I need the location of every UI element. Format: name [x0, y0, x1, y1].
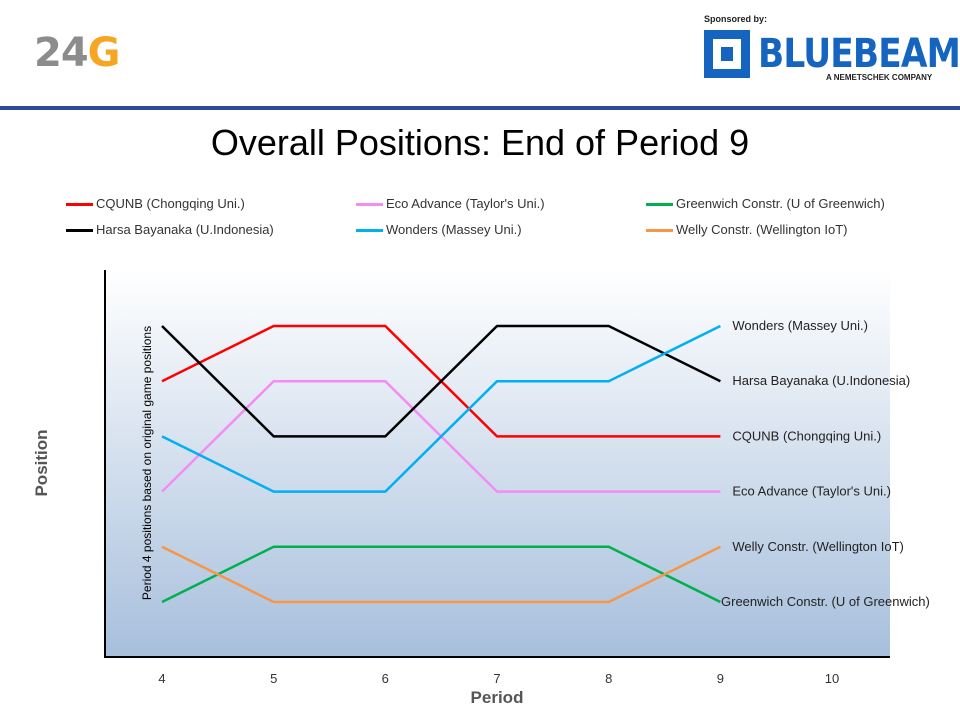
x-tick-label: 5: [270, 671, 277, 686]
sponsor-subtitle: A NEMETSCHEK COMPANY: [826, 73, 933, 82]
legend-item-welly-constr-wellington-iot: Welly Constr. (Wellington IoT): [646, 222, 847, 238]
x-tick-label: 6: [382, 671, 389, 686]
legend-label: Greenwich Constr. (U of Greenwich): [676, 196, 885, 211]
sponsor-name: BLUEBEAM: [758, 31, 960, 77]
logo-letter: G: [87, 30, 121, 76]
24g-logo: 24G: [34, 30, 121, 76]
legend-swatch: [356, 229, 383, 233]
legend-item-eco-advance-taylor-s-uni: Eco Advance (Taylor's Uni.): [356, 196, 545, 212]
legend-label: Eco Advance (Taylor's Uni.): [386, 196, 545, 211]
series-line-welly-constr-wellington-iot: [161, 545, 721, 604]
legend-item-cqunb-chongqing-uni: CQUNB (Chongqing Uni.): [66, 196, 245, 212]
legend-item-greenwich-constr-u-of-greenwich: Greenwich Constr. (U of Greenwich): [646, 196, 885, 212]
x-tick-label: 4: [158, 671, 165, 686]
legend-item-harsa-bayanaka-u-indonesia: Harsa Bayanaka (U.Indonesia): [66, 222, 274, 238]
x-tick-label: 8: [605, 671, 612, 686]
bluebeam-logo-icon: [704, 30, 750, 78]
x-tick-label: 7: [493, 671, 500, 686]
legend-label: Welly Constr. (Wellington IoT): [676, 222, 848, 237]
x-tick-label: 9: [717, 671, 724, 686]
data-label-harsa-bayanaka-u-indonesia: Harsa Bayanaka (U.Indonesia): [732, 373, 910, 388]
logo-number: 24: [34, 30, 89, 76]
series-line-greenwich-constr-u-of-greenwich: [161, 545, 721, 604]
chart-title: Overall Positions: End of Period 9: [210, 122, 750, 163]
data-label-cqunb-chongqing-uni: CQUNB (Chongqing Uni.): [732, 428, 881, 443]
series-line-harsa-bayanaka-u-indonesia: [161, 324, 721, 438]
x-axis-label: Period: [471, 688, 524, 707]
legend-item-wonders-massey-uni: Wonders (Massey Uni.): [356, 222, 522, 238]
legend-swatch: [66, 203, 93, 207]
legend-swatch: [646, 229, 673, 233]
data-label-welly-constr-wellington-iot: Welly Constr. (Wellington IoT): [732, 539, 903, 554]
plot-area: [105, 270, 890, 657]
series-line-wonders-massey-uni: [161, 324, 721, 493]
y-axis-label: Position: [32, 429, 51, 496]
data-label-wonders-massey-uni: Wonders (Massey Uni.): [732, 318, 868, 333]
header-divider: [0, 106, 960, 110]
data-label-greenwich-constr-u-of-greenwich: Greenwich Constr. (U of Greenwich): [721, 594, 930, 609]
legend-label: Wonders (Massey Uni.): [386, 222, 522, 237]
x-tick-label: 10: [825, 671, 839, 686]
legend-label: Harsa Bayanaka (U.Indonesia): [96, 222, 274, 237]
legend-swatch: [356, 203, 383, 207]
data-label-eco-advance-taylor-s-uni: Eco Advance (Taylor's Uni.): [732, 484, 891, 499]
legend-swatch: [646, 203, 673, 207]
sponsor-label: Sponsored by:: [704, 14, 768, 24]
legend-label: CQUNB (Chongqing Uni.): [96, 196, 245, 211]
chart-annotation: Period 4 positions based on original gam…: [140, 326, 154, 600]
legend-swatch: [66, 229, 93, 233]
